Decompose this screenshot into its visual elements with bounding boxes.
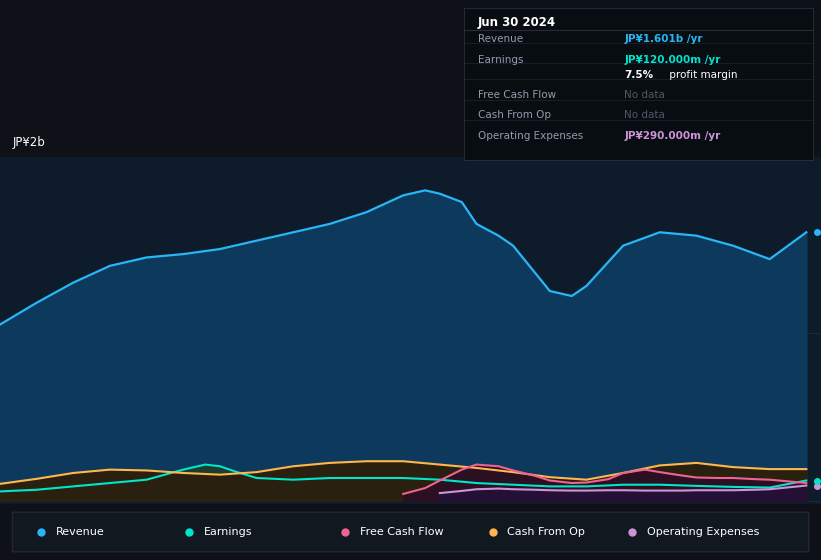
Text: JP¥120.000m /yr: JP¥120.000m /yr: [624, 54, 721, 64]
Text: Free Cash Flow: Free Cash Flow: [478, 90, 556, 100]
Text: JP¥1.601b /yr: JP¥1.601b /yr: [624, 34, 703, 44]
Text: Earnings: Earnings: [204, 527, 252, 537]
Text: Revenue: Revenue: [56, 527, 104, 537]
Text: Earnings: Earnings: [478, 54, 523, 64]
Text: JP¥2b: JP¥2b: [12, 136, 45, 149]
Text: Cash From Op: Cash From Op: [507, 527, 585, 537]
Text: Jun 30 2024: Jun 30 2024: [478, 16, 556, 29]
Text: profit margin: profit margin: [667, 69, 738, 80]
Text: No data: No data: [624, 90, 665, 100]
Text: JP¥290.000m /yr: JP¥290.000m /yr: [624, 131, 721, 141]
Text: Revenue: Revenue: [478, 34, 523, 44]
Text: Operating Expenses: Operating Expenses: [478, 131, 583, 141]
FancyBboxPatch shape: [12, 512, 809, 552]
Text: Cash From Op: Cash From Op: [478, 110, 551, 120]
Text: 7.5%: 7.5%: [624, 69, 654, 80]
Text: No data: No data: [624, 110, 665, 120]
Text: Free Cash Flow: Free Cash Flow: [360, 527, 443, 537]
Text: Operating Expenses: Operating Expenses: [647, 527, 759, 537]
